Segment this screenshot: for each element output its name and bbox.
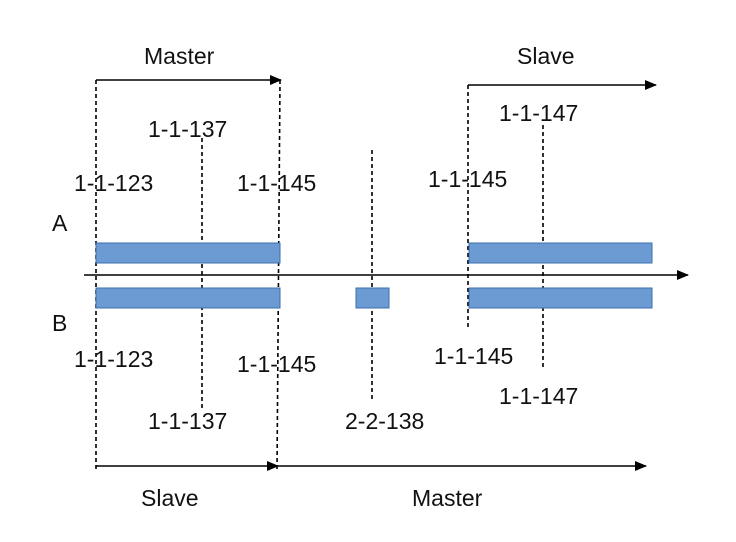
- bar-a-2: [468, 242, 653, 264]
- bottom-master-label: Master: [412, 485, 483, 511]
- bar-b-1: [95, 287, 281, 309]
- top-label-137: 1-1-137: [148, 116, 227, 142]
- row-label-b: B: [52, 310, 67, 336]
- bottom-slave-label: Slave: [141, 485, 199, 511]
- top-label-147: 1-1-147: [499, 100, 578, 126]
- event-line-145-left: [276, 79, 281, 471]
- top-label-123: 1-1-123: [74, 170, 153, 196]
- bottom-label-145-right: 1-1-145: [434, 343, 513, 369]
- row-label-a: A: [52, 210, 68, 236]
- bottom-label-147: 1-1-147: [499, 383, 578, 409]
- top-slave-label: Slave: [517, 43, 575, 69]
- bar-b-3: [468, 287, 653, 309]
- top-master-label: Master: [144, 43, 215, 69]
- bottom-label-145-left: 1-1-145: [237, 351, 316, 377]
- bar-b-2: [355, 287, 390, 309]
- bar-a-1: [95, 242, 281, 264]
- bottom-label-123: 1-1-123: [74, 346, 153, 372]
- top-label-145-right: 1-1-145: [428, 166, 507, 192]
- bottom-label-138: 2-2-138: [345, 408, 424, 434]
- top-label-145-left: 1-1-145: [237, 170, 316, 196]
- bottom-label-137: 1-1-137: [148, 408, 227, 434]
